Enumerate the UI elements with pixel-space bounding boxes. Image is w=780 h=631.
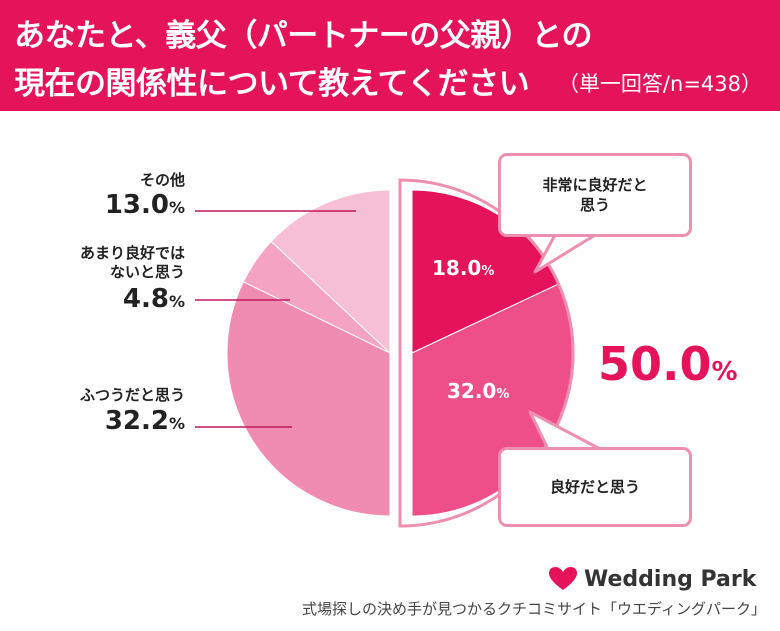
- label-normal-value: 32.2%: [105, 406, 185, 436]
- wedding-park-logo: Wedding Park: [548, 566, 756, 592]
- label-other-value: 13.0%: [105, 190, 185, 220]
- pct-not-good: %: [168, 292, 185, 311]
- pct-very-good: %: [481, 264, 495, 279]
- subtitle: （単一回答/n=438）: [557, 72, 762, 96]
- value-other: 13.0: [104, 190, 169, 220]
- header-banner: あなたと、義父（パートナーの父親）との 現在の関係性について教えてください （単…: [0, 0, 780, 111]
- combined-value: 50.0: [598, 337, 712, 391]
- label-not-good-name-2: ないと思う: [109, 263, 185, 281]
- slice-label-very-good: 18.0%: [432, 256, 494, 280]
- slice-normal: [226, 281, 391, 517]
- label-normal-name: ふつうだと思う: [79, 386, 185, 404]
- callout-good-text: 良好だと思う: [549, 478, 640, 496]
- title-line-2: 現在の関係性について教えてください: [14, 66, 530, 102]
- callout-very-good-line1: 非常に良好だと: [542, 176, 648, 194]
- pie-chart: [195, 178, 602, 528]
- pct-good: %: [496, 387, 510, 402]
- combined-total: 50.0%: [598, 337, 738, 391]
- heart-icon: [549, 567, 577, 590]
- label-not-good-name-1: あまり良好では: [79, 244, 185, 262]
- value-not-good: 4.8: [122, 284, 169, 314]
- pct-normal: %: [168, 414, 185, 433]
- value-good: 32.0: [447, 379, 497, 403]
- callout-good: 良好だと思う: [498, 447, 692, 527]
- pie-slices: [226, 189, 576, 517]
- label-not-good-value: 4.8%: [123, 284, 185, 314]
- footer-tagline: 式場探しの決め手が見つかるクチコミサイト「ウエディングパーク」: [302, 600, 766, 618]
- label-other-name: その他: [139, 171, 185, 189]
- callout-very-good: 非常に良好だと 思う: [498, 153, 692, 237]
- slice-label-good: 32.0%: [447, 379, 509, 403]
- title-line-1: あなたと、義父（パートナーの父親）との: [14, 18, 592, 54]
- callout-tail-very-good: [533, 233, 597, 274]
- callout-very-good-line2: 思う: [579, 196, 610, 214]
- value-very-good: 18.0: [432, 256, 482, 280]
- pct-other: %: [168, 198, 185, 217]
- combined-bracket: [398, 178, 575, 528]
- value-normal: 32.2: [104, 406, 169, 436]
- logo-text: Wedding Park: [584, 566, 757, 592]
- combined-pct: %: [711, 357, 738, 387]
- slice-other: [270, 189, 391, 355]
